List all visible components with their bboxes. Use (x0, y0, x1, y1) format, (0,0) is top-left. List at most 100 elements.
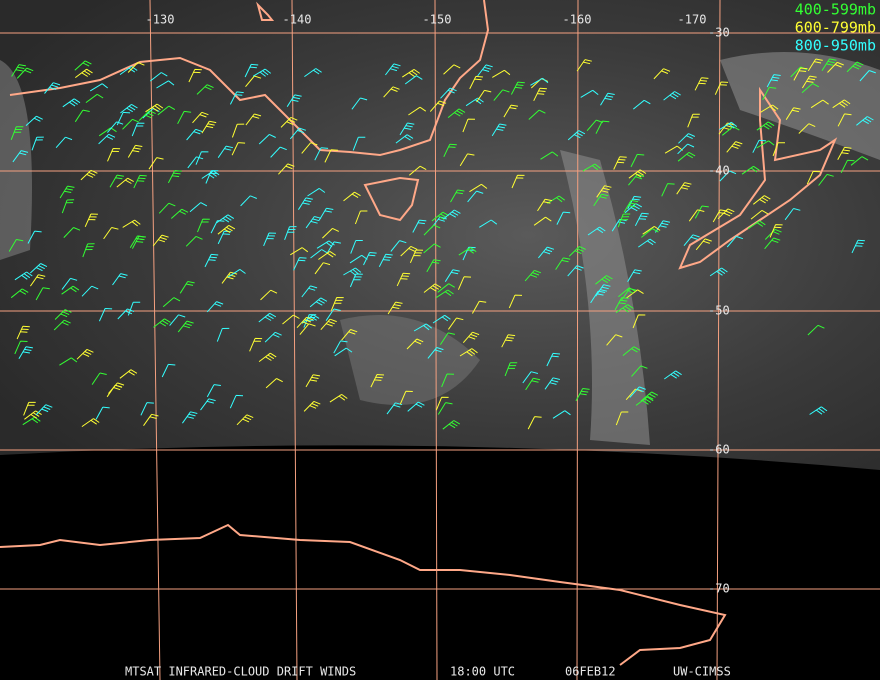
wind-barb (479, 219, 498, 228)
wind-barb (181, 411, 198, 424)
wind-barb (747, 220, 766, 230)
wind-barb (406, 338, 424, 350)
wind-barb (352, 136, 366, 151)
wind-barb (162, 297, 181, 308)
wind-barb (510, 81, 525, 95)
parallel (0, 32, 880, 590)
wind-barb (756, 140, 775, 149)
wind-barb (818, 173, 834, 186)
wind-barb (23, 401, 36, 416)
antarctica-coast (0, 523, 727, 666)
wind-barb (103, 227, 119, 240)
wind-barb (469, 75, 483, 90)
wind-barb (98, 127, 117, 137)
wind-barb (120, 103, 138, 114)
wind-barb (11, 64, 26, 77)
wind-barb (764, 237, 781, 250)
wind-barb (726, 235, 744, 248)
wind-barb (606, 334, 623, 346)
wind-barb (859, 70, 876, 82)
wind-barb (258, 133, 276, 145)
wind-barb (624, 203, 643, 214)
wind-barb (527, 416, 542, 430)
wind-barb (305, 216, 322, 229)
wind-barb (635, 396, 654, 406)
wind-barb (595, 275, 613, 285)
wind-barb (695, 238, 712, 251)
wind-barb (31, 136, 44, 151)
wind-barb (462, 331, 480, 344)
wind-barb (314, 147, 329, 161)
wind-barb (439, 332, 456, 345)
wind-barb (426, 259, 441, 273)
wind-barb (117, 308, 135, 320)
wind-barb (832, 99, 851, 109)
wind-barb (74, 109, 90, 123)
wind-barb (186, 128, 203, 141)
wind-barb (229, 394, 244, 409)
wind-barb (245, 75, 262, 88)
wind-barb (140, 402, 154, 416)
wind-barb (167, 170, 182, 184)
wind-barb (153, 318, 171, 328)
wind-barb (627, 269, 642, 283)
island-coast (256, 1, 275, 21)
wind-barb (399, 390, 413, 405)
wind-barb (840, 159, 855, 174)
wind-barb (642, 225, 661, 235)
wind-barb (546, 352, 561, 367)
wind-barb (806, 170, 821, 185)
wind-barb (217, 224, 236, 235)
wind-barb (343, 267, 362, 276)
wind-barb (628, 169, 647, 179)
wind-barb (98, 308, 113, 322)
wind-barb (856, 116, 874, 126)
wind-barb (14, 271, 33, 281)
wind-barb (459, 348, 478, 357)
wind-barb (546, 195, 565, 204)
wind-barb (726, 141, 743, 153)
wind-barb (322, 227, 340, 239)
wind-barb (289, 127, 307, 140)
wind-barb (471, 300, 487, 314)
wind-barb (801, 83, 820, 94)
wind-barb (318, 250, 336, 260)
wind-barb (793, 67, 808, 81)
wind-barb (296, 316, 314, 329)
wind-barb (467, 190, 484, 203)
wind-barb (61, 285, 80, 295)
wind-barb (663, 91, 681, 101)
longitude-label: -160 (563, 13, 592, 27)
wind-barb (16, 325, 30, 340)
wind-barb (522, 371, 539, 384)
wind-barb (409, 249, 424, 264)
cloud-band (720, 52, 880, 160)
wind-barb (444, 269, 460, 282)
wind-barb (503, 104, 518, 118)
wind-barb (837, 113, 852, 127)
wind-barb (851, 239, 865, 254)
cloud-band (0, 60, 32, 260)
wind-barb (837, 146, 852, 160)
wind-barb (278, 163, 295, 175)
wind-barb (622, 346, 641, 356)
wind-barb (116, 177, 134, 188)
wind-barb (161, 363, 176, 378)
wind-barb (390, 240, 407, 252)
wind-barb (537, 198, 553, 212)
wind-barb (718, 122, 735, 135)
wind-barb (766, 74, 781, 88)
wind-barb (320, 318, 337, 331)
wind-barb (412, 219, 427, 233)
wind-barb (201, 170, 220, 179)
wind-barb (333, 340, 348, 354)
wind-barb (807, 58, 823, 72)
wind-barb (769, 224, 783, 238)
infrared-image (0, 0, 880, 470)
wind-barb (231, 123, 245, 138)
wind-barb (61, 277, 78, 290)
wind-barb (580, 89, 599, 98)
wind-barb (187, 156, 204, 169)
wind-barb (131, 235, 146, 249)
wind-barb (370, 374, 385, 388)
